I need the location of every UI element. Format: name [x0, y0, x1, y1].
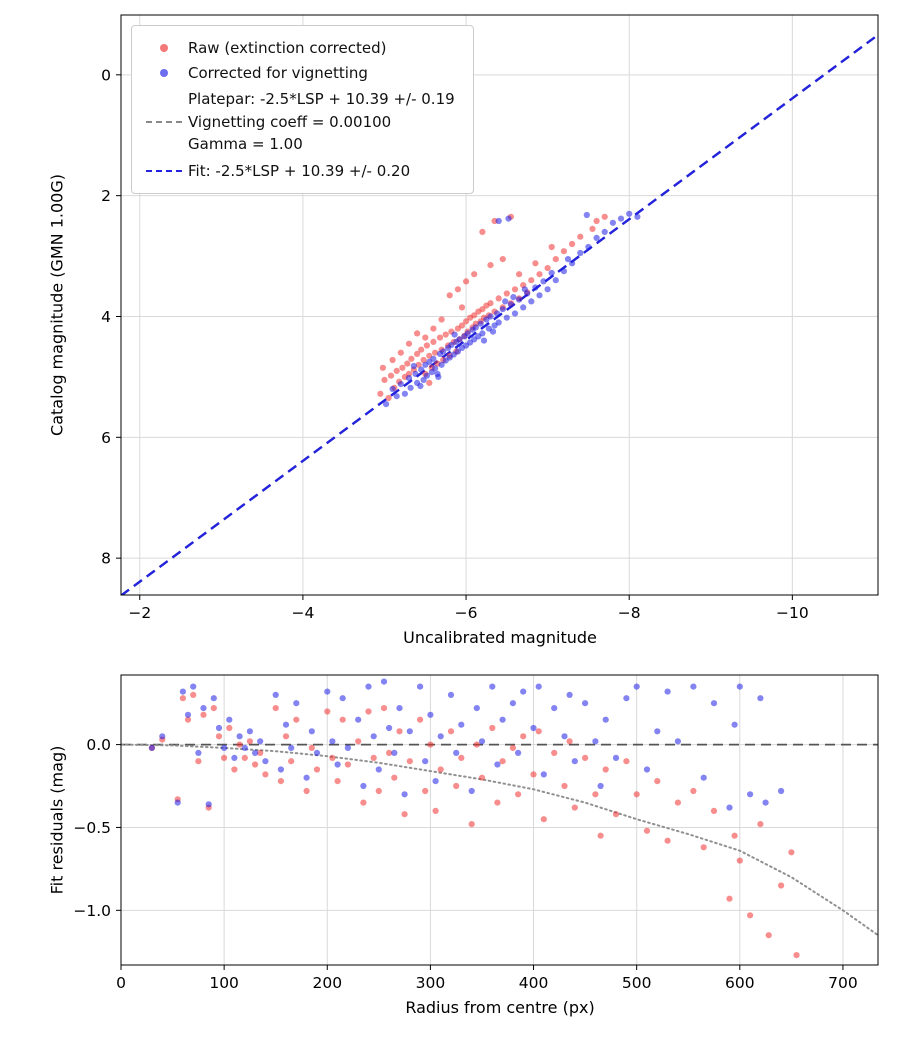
y-tick-label: 0.0	[86, 736, 111, 754]
bottom-x-axis-label: Radius from centre (px)	[405, 998, 595, 1017]
top-x-axis-label: Uncalibrated magnitude	[403, 628, 597, 647]
y-tick-label: −0.5	[73, 819, 111, 837]
corrected-for-vignetting-points	[383, 210, 641, 408]
bottom-y-axis-label: Fit residuals (mag)	[47, 745, 67, 895]
gridlines	[120, 675, 878, 965]
x-tick-label: 100	[209, 974, 239, 992]
plot-border	[120, 14, 879, 596]
x-tick-label: 600	[725, 974, 755, 992]
raw-marker-icon	[160, 44, 168, 53]
platepar-line-3: Gamma = 1.00	[188, 135, 303, 153]
corrected-marker-icon	[160, 68, 168, 77]
y-tick-label: 6	[101, 429, 111, 447]
legend-label-platepar: Platepar: -2.5*LSP + 10.39 +/- 0.19 Vign…	[188, 88, 455, 156]
x-tick-label: −6	[455, 604, 478, 622]
y-tick-label: 0	[101, 66, 111, 84]
x-tick-label: 300	[416, 974, 446, 992]
x-tick-label: 0	[116, 974, 126, 992]
tick-labels: 0 100 200 300 400 500 600 700 0.0 −0.5 −1.0	[73, 736, 857, 992]
platepar-dashed-line-icon	[146, 120, 182, 123]
tick-labels: −2 −4 −6 −8 −10 0 2 4 6 8	[101, 66, 809, 622]
x-tick-label: 500	[622, 974, 652, 992]
y-tick-label: 4	[101, 308, 111, 326]
raw-marker-swatch	[140, 44, 188, 53]
raw-residuals-points	[148, 691, 800, 959]
x-tick-label: −10	[776, 604, 809, 622]
legend-label-corrected: Corrected for vignetting	[188, 63, 368, 82]
legend: Raw (extinction corrected) Corrected for…	[131, 25, 474, 194]
x-tick-label: −4	[291, 604, 314, 622]
corrected-marker-swatch	[140, 68, 188, 77]
vignetting-model-curve	[121, 743, 878, 937]
chart-1: 0 100 200 300 400 500 600 700 0.0 −0.5 −1.0	[73, 674, 879, 992]
fit-dashed-line-icon	[146, 169, 182, 172]
platepar-line-1: Platepar: -2.5*LSP + 10.39 +/- 0.19	[188, 90, 455, 108]
plot-border	[120, 674, 879, 966]
x-tick-label: 700	[828, 974, 858, 992]
legend-item-raw: Raw (extinction corrected)	[140, 37, 455, 60]
legend-item-fit: Fit: -2.5*LSP + 10.39 +/- 0.20	[140, 160, 455, 183]
top-y-axis-label: Catalog magnitude (GMN 1.00G)	[47, 174, 67, 436]
legend-label-raw: Raw (extinction corrected)	[188, 39, 387, 57]
fit-line-swatch	[140, 169, 188, 172]
x-tick-label: −2	[128, 604, 151, 622]
y-tick-label: −1.0	[73, 902, 111, 920]
raw-extinction-corrected-points	[377, 213, 608, 402]
corrected-residuals-points	[148, 678, 785, 811]
platepar-line-swatch	[140, 120, 188, 123]
x-tick-label: 200	[312, 974, 342, 992]
platepar-line-2: Vignetting coeff = 0.00100	[188, 112, 392, 131]
x-tick-label: 400	[519, 974, 549, 992]
y-tick-label: 8	[101, 550, 111, 568]
x-tick-label: −8	[618, 604, 641, 622]
legend-item-platepar: Platepar: -2.5*LSP + 10.39 +/- 0.19 Vign…	[140, 88, 455, 156]
y-tick-label: 2	[101, 187, 111, 205]
legend-item-corrected: Corrected for vignetting	[140, 62, 455, 85]
legend-label-fit: Fit: -2.5*LSP + 10.39 +/- 0.20	[188, 161, 411, 180]
